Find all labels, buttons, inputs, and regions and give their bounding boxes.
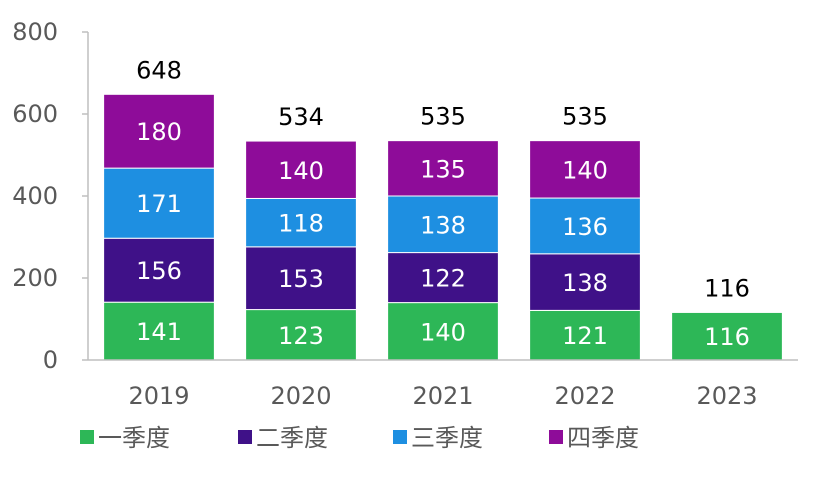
data-label: 140 <box>562 156 608 184</box>
bar-segment <box>387 195 499 254</box>
y-tick-label: 600 <box>12 100 58 128</box>
bar-segment <box>245 246 357 311</box>
y-axis: 0 200 400 600 800 <box>12 18 89 374</box>
data-label: 138 <box>562 269 608 297</box>
bar-segment <box>245 140 357 199</box>
data-label: 136 <box>562 213 608 241</box>
bar-segment <box>529 253 641 311</box>
y-tick-label: 800 <box>12 18 58 46</box>
data-label: 123 <box>278 322 324 350</box>
data-label: 140 <box>420 318 466 346</box>
legend-swatch <box>80 430 94 444</box>
legend-label: 四季度 <box>567 424 639 452</box>
bar-segment <box>671 311 783 361</box>
bar-segment <box>387 140 499 197</box>
x-axis: 2019 2020 2021 2022 2023 <box>88 359 798 410</box>
data-label: 138 <box>420 211 466 239</box>
data-label: 135 <box>420 155 466 183</box>
x-tick-label: 2022 <box>554 382 615 410</box>
data-label: 118 <box>278 210 324 238</box>
y-tick-label: 0 <box>43 346 58 374</box>
data-label: 171 <box>136 190 182 218</box>
total-label: 535 <box>562 103 608 131</box>
x-tick-label: 2019 <box>128 382 189 410</box>
y-tick-label: 200 <box>12 264 58 292</box>
legend-swatch <box>393 430 407 444</box>
bar-segment <box>245 197 357 248</box>
bar-segment <box>529 309 641 361</box>
legend-swatch <box>238 430 252 444</box>
bar-segment <box>103 237 215 303</box>
data-label: 153 <box>278 265 324 293</box>
data-label: 180 <box>136 118 182 146</box>
data-label: 122 <box>420 265 466 293</box>
data-label: 140 <box>278 157 324 185</box>
total-label: 534 <box>278 103 324 131</box>
legend-swatch <box>549 430 563 444</box>
data-label: 156 <box>136 257 182 285</box>
data-label: 121 <box>562 322 608 350</box>
bar-segment <box>103 93 215 169</box>
data-label: 141 <box>136 318 182 346</box>
bars: 141 156 171 180 648 123 153 118 140 534 140 122 138 1… <box>103 56 783 361</box>
x-tick-label: 2020 <box>270 382 331 410</box>
bar-segment <box>529 197 641 255</box>
x-tick-label: 2023 <box>696 382 757 410</box>
total-label: 116 <box>704 274 750 302</box>
legend-label: 一季度 <box>98 424 170 452</box>
x-tick-label: 2021 <box>412 382 473 410</box>
legend-label: 三季度 <box>411 424 483 452</box>
total-label: 648 <box>136 56 182 84</box>
y-tick-label: 400 <box>12 182 58 210</box>
bar-segment <box>529 140 641 199</box>
bar-segment <box>103 167 215 239</box>
bar-segment <box>387 252 499 304</box>
bar-segment <box>245 309 357 361</box>
legend: 一季度 二季度 三季度 四季度 <box>80 424 639 452</box>
data-label: 116 <box>704 323 750 351</box>
legend-label: 二季度 <box>256 424 328 452</box>
total-label: 535 <box>420 103 466 131</box>
